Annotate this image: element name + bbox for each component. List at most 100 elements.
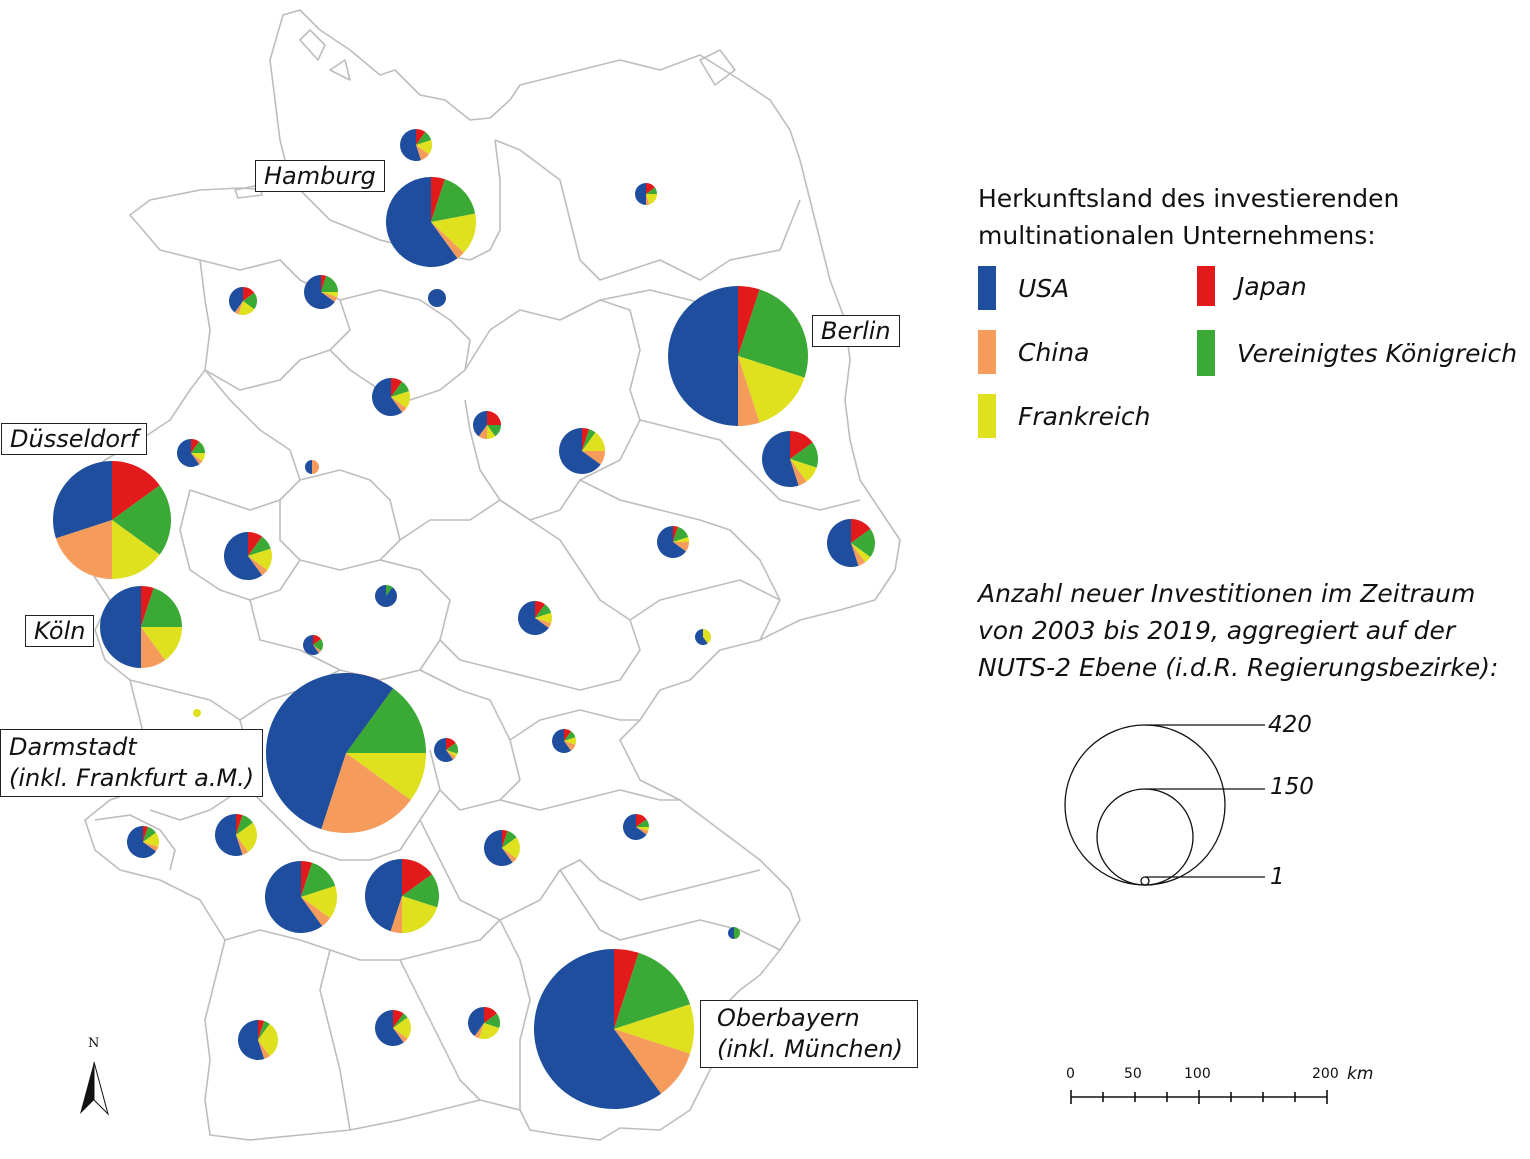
pie-bayern-1-slice-frankreich: [446, 750, 458, 758]
pie-hessen-2-slice-usa: [302, 635, 319, 655]
pie-bayern-3-slice-china: [502, 848, 517, 863]
label-oberbayern-line2: (inkl. München): [717, 1035, 903, 1063]
pie-sachsen-2-slice-uk: [851, 528, 875, 558]
pie-bremen-slice-japan: [321, 275, 327, 292]
pie-bayern-2: [551, 729, 576, 754]
pie-duesseldorf-slice-uk: [112, 485, 172, 555]
pie-nrw-2-slice-china: [248, 556, 268, 576]
pie-sachsen-1-slice-frankreich: [673, 537, 689, 542]
label-oberbayern: Oberbayern (inkl. München): [700, 1000, 918, 1068]
label-hamburg: Hamburg: [255, 160, 385, 192]
pie-bremen: [304, 275, 338, 309]
label-koeln: Köln: [25, 615, 95, 647]
legend-title-line2: multinationalen Unternehmens:: [978, 221, 1376, 250]
pie-bw-1-slice-china: [258, 1040, 270, 1060]
pie-darmstadt-slice-usa: [266, 673, 394, 830]
pie-nrw-1-slice-uk: [191, 441, 205, 453]
pie-west-1: [229, 287, 258, 315]
pie-tiny-2-slice-usa: [695, 629, 708, 645]
pie-berlin-slice-japan: [738, 286, 760, 356]
pie-tiny-2: [695, 629, 711, 645]
pie-hessen-1: [375, 585, 398, 607]
pie-stuttgart-slice-frankreich: [402, 896, 438, 933]
boundary-saarland: [94, 814, 176, 871]
size-label-150: 150: [1270, 774, 1314, 800]
pie-bremen-slice-china: [321, 292, 338, 302]
pie-koeln-slice-china: [141, 627, 166, 668]
legend-item-uk: Vereinigtes Königreich: [1197, 330, 1517, 376]
pie-west-1-slice-frankreich: [238, 301, 255, 315]
pie-duesseldorf: [52, 460, 172, 579]
pie-bremen-slice-usa: [304, 275, 335, 309]
pie-bayern-1: [434, 738, 459, 762]
pie-bw-1-slice-japan: [258, 1020, 265, 1040]
pie-bayern-2-slice-china: [564, 741, 576, 751]
usa-swatch: [978, 266, 996, 310]
size-legend-line1: Anzahl neuer Investitionen im Zeitraum: [978, 579, 1476, 608]
boundary-sachsen-2: [629, 579, 781, 621]
boundary-bw-3: [319, 949, 351, 1131]
pie-west-1-slice-usa: [229, 287, 243, 313]
legend-title-line1: Herkunftsland des investierenden: [978, 184, 1400, 213]
pie-sachsen-2: [827, 519, 875, 567]
pie-stuttgart-slice-usa: [365, 859, 402, 932]
pie-sachsen-2-slice-usa: [827, 519, 859, 567]
pie-nds-1-slice-usa: [372, 378, 403, 417]
pie-bayern-4-slice-japan: [636, 814, 647, 827]
size-legend-line3: NUTS-2 Ebene (i.d.R. Regierungsbezirke):: [978, 653, 1499, 682]
pie-nrw-1: [177, 439, 205, 468]
pie-nrw-1-slice-japan: [191, 439, 200, 453]
legend-label-japan: Japan: [1237, 271, 1307, 301]
label-berlin: Berlin: [812, 315, 900, 347]
pie-west-1-slice-japan: [243, 287, 255, 301]
boundary-bayern-1: [419, 669, 521, 811]
label-darmstadt: Darmstadt (inkl. Frankfurt a.M.): [0, 729, 264, 797]
size-legend-line2: von 2003 bis 2019, aggregiert auf der: [978, 616, 1456, 645]
pie-rlp-2-slice-japan: [236, 814, 243, 835]
pie-bb-1-slice-china: [790, 459, 807, 486]
pie-north-1-slice-frankreich: [416, 140, 432, 155]
pie-east-1-slice-frankreich: [646, 194, 657, 205]
pie-nrw-2-slice-japan: [248, 532, 263, 556]
pie-nrw-1-slice-usa: [177, 439, 200, 468]
pie-tiny-1-slice-usa: [305, 460, 312, 474]
pie-north-1-slice-usa: [400, 129, 421, 162]
scale-unit: km: [1347, 1064, 1374, 1084]
pie-sa-1-slice-uk: [582, 429, 596, 451]
pie-north-1-slice-china: [416, 145, 429, 161]
pie-berlin-slice-uk: [738, 289, 808, 378]
pie-bayern-3-slice-japan: [502, 830, 508, 848]
pie-th-1-slice-japan: [535, 601, 545, 618]
pie-hessen-2-slice-china: [313, 645, 322, 654]
size-label-1: 1: [1270, 864, 1285, 890]
boundary-nrw-3: [179, 489, 301, 601]
pie-bayern-4-slice-usa: [623, 814, 647, 840]
pie-berlin-slice-frankreich: [738, 356, 805, 423]
pie-bayern-1-slice-usa: [434, 738, 454, 762]
legend-label-frankreich: Frankreich: [1018, 401, 1151, 431]
legend-title: Herkunftsland des investierenden multina…: [978, 180, 1399, 254]
pie-sachsen-2-slice-frankreich: [851, 543, 871, 563]
pie-bayern-5-slice-frankreich: [479, 1023, 500, 1039]
legend-item-usa: USA: [978, 266, 1069, 310]
pie-stuttgart-slice-china: [390, 896, 402, 933]
pie-th-1-slice-china: [535, 618, 552, 628]
pie-karlsruhe-slice-frankreich: [301, 885, 337, 919]
pie-berlin-slice-usa: [668, 286, 738, 426]
pie-karlsruhe-slice-usa: [265, 861, 323, 933]
pie-north-1: [400, 129, 432, 162]
pie-saar-slice-usa: [126, 826, 156, 859]
pie-hessen-2: [302, 635, 324, 655]
pie-nrw-2-slice-frankreich: [248, 548, 272, 571]
boundary-sachsen-1: [579, 479, 781, 641]
pie-th-1-slice-uk: [535, 604, 552, 618]
pie-saar-slice-frankreich: [143, 832, 159, 847]
pie-bayern-5: [468, 1007, 500, 1039]
label-darmstadt-line1: Darmstadt: [9, 733, 137, 761]
size-legend-title: Anzahl neuer Investitionen im Zeitraum v…: [978, 575, 1498, 686]
pie-bayern-4-slice-china: [636, 827, 649, 835]
pie-bb-1: [762, 431, 819, 487]
pie-bayern-1-slice-japan: [446, 738, 456, 750]
pie-bb-1-slice-frankreich: [790, 459, 817, 482]
pie-sa-1-slice-frankreich: [582, 432, 605, 451]
